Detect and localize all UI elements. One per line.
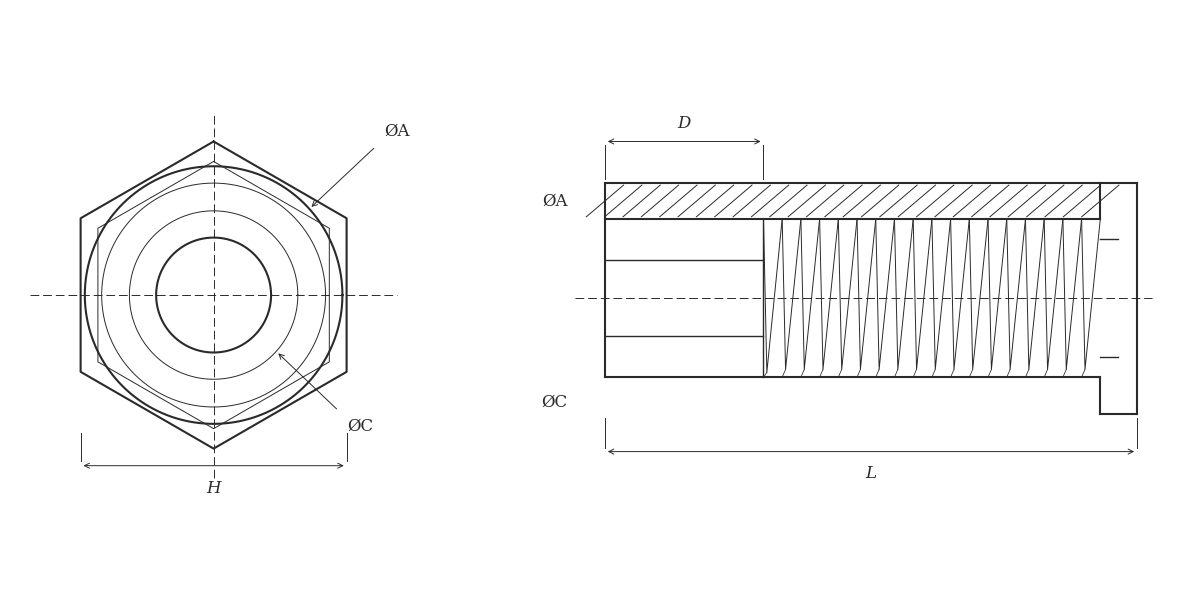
Text: D: D bbox=[678, 115, 691, 131]
Text: H: H bbox=[206, 479, 221, 497]
Text: ØA: ØA bbox=[385, 122, 410, 140]
Text: ØC: ØC bbox=[348, 418, 373, 435]
Text: ØC: ØC bbox=[541, 394, 568, 410]
Text: ØA: ØA bbox=[542, 193, 568, 209]
Text: L: L bbox=[865, 466, 876, 482]
